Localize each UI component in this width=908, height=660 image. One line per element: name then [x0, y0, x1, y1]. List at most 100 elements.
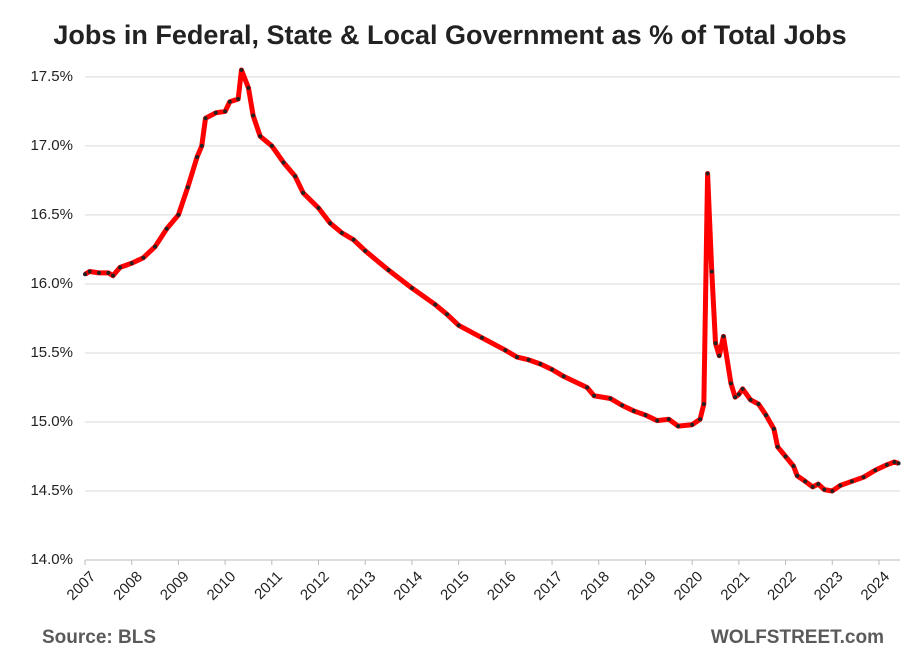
data-point: [873, 468, 878, 473]
data-point: [239, 68, 244, 72]
data-point: [736, 392, 741, 397]
data-point: [106, 270, 111, 275]
y-tick-label: 17.5%: [30, 68, 73, 85]
x-tick-label: 2022: [764, 568, 800, 604]
data-point: [269, 143, 274, 148]
x-tick-label: 2018: [577, 568, 613, 604]
data-point: [713, 341, 718, 346]
x-tick-label: 2017: [531, 568, 567, 604]
data-point: [129, 261, 134, 266]
data-point: [763, 413, 768, 418]
data-point: [655, 418, 660, 423]
data-point: [316, 206, 321, 211]
data-point: [728, 381, 733, 386]
data-point: [849, 479, 854, 484]
data-point: [896, 461, 901, 466]
data-point: [409, 286, 414, 291]
data-point: [538, 362, 543, 366]
data-point: [803, 479, 808, 484]
y-tick-label: 15.5%: [30, 344, 73, 361]
x-tick-label: 2024: [858, 568, 894, 604]
data-point: [301, 190, 306, 195]
data-point: [701, 402, 706, 407]
data-point: [515, 355, 520, 360]
x-tick-label: 2008: [110, 568, 146, 604]
data-point: [795, 473, 800, 478]
data-point: [643, 413, 648, 418]
data-point: [456, 323, 461, 328]
data-point: [503, 348, 508, 353]
x-tick-label: 2015: [437, 568, 473, 604]
y-tick-label: 16.0%: [30, 275, 73, 292]
data-point: [293, 174, 298, 179]
data-point: [87, 269, 92, 274]
y-tick-label: 15.0%: [30, 413, 73, 430]
y-tick-label: 17.0%: [30, 137, 73, 154]
data-point: [153, 244, 158, 249]
data-point: [111, 273, 116, 278]
y-tick-label: 14.5%: [30, 482, 73, 499]
data-point: [756, 402, 761, 407]
data-point: [195, 154, 200, 159]
data-point: [251, 113, 256, 118]
x-tick-label: 2014: [391, 568, 427, 604]
data-point: [386, 268, 391, 273]
x-tick-label: 2021: [717, 568, 753, 604]
y-tick-label: 16.5%: [30, 206, 73, 223]
x-tick-label: 2011: [251, 568, 286, 603]
data-point: [213, 110, 218, 115]
data-point: [561, 374, 566, 379]
data-point: [717, 353, 722, 358]
data-point: [822, 487, 827, 492]
data-point: [585, 385, 590, 390]
x-tick-label: 2010: [204, 568, 240, 604]
data-point: [363, 248, 368, 253]
data-point: [164, 226, 169, 231]
data-point: [258, 134, 263, 139]
x-tick-label: 2020: [671, 568, 707, 604]
watermark: WOLFSTREET.com: [711, 627, 884, 648]
y-tick-label: 14.0%: [30, 551, 73, 568]
data-point: [709, 269, 714, 274]
data-point: [740, 386, 745, 391]
data-point: [698, 417, 703, 422]
data-point: [97, 270, 102, 275]
chart-title: Jobs in Federal, State & Local Governmen…: [53, 20, 846, 50]
data-point: [705, 171, 710, 176]
data-point: [733, 395, 738, 400]
data-point: [690, 422, 695, 427]
x-tick-label: 2007: [64, 568, 100, 604]
data-point: [631, 408, 636, 413]
data-point: [351, 237, 356, 242]
data-point: [141, 255, 146, 260]
data-point: [810, 484, 815, 489]
data-point: [721, 334, 726, 339]
data-point: [838, 483, 843, 488]
data-point: [281, 160, 286, 165]
series-line: [83, 67, 900, 494]
data-point: [176, 212, 181, 217]
data-point: [526, 357, 531, 362]
data-point: [666, 417, 671, 422]
data-point: [592, 393, 597, 398]
data-point: [328, 221, 333, 226]
x-tick-label: 2013: [344, 568, 380, 604]
data-point: [227, 99, 232, 104]
data-point: [236, 96, 241, 101]
data-point: [771, 426, 776, 431]
data-point: [199, 143, 204, 148]
data-point: [433, 302, 438, 307]
source: Source: BLS: [42, 627, 156, 648]
data-point: [676, 424, 681, 429]
data-point: [550, 367, 555, 372]
x-tick-label: 2016: [484, 568, 520, 604]
data-point: [118, 265, 123, 270]
data-point: [816, 482, 821, 487]
data-point: [479, 335, 484, 340]
data-point: [892, 460, 897, 464]
data-point: [783, 454, 788, 459]
data-point: [830, 488, 835, 493]
data-point: [748, 397, 753, 402]
data-point: [775, 444, 780, 449]
